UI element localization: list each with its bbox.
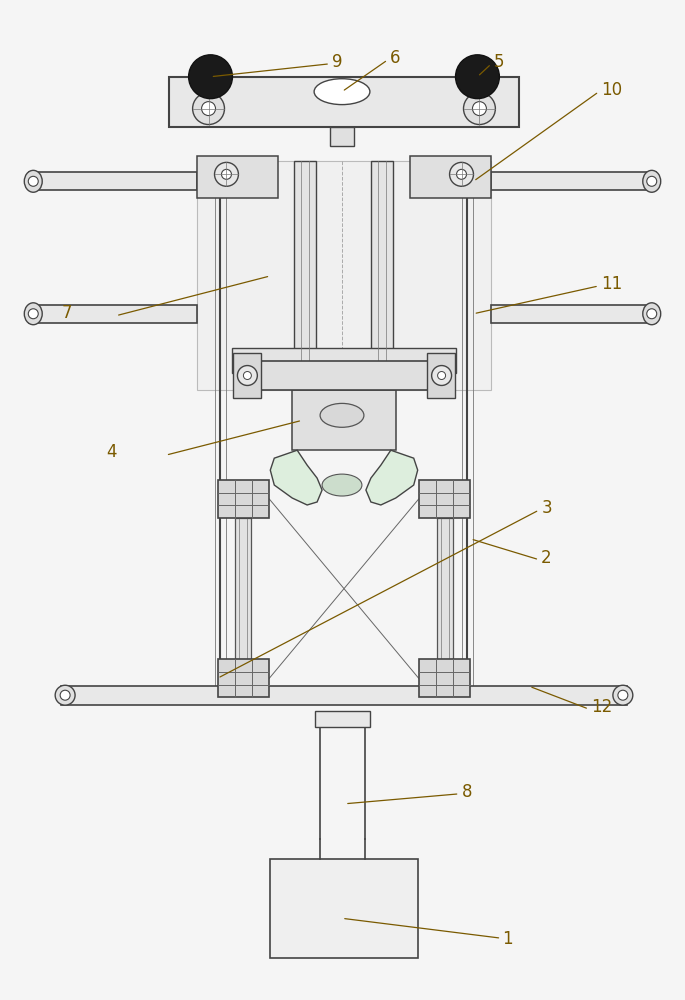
Bar: [197, 161, 491, 390]
Bar: [410, 156, 491, 198]
Circle shape: [618, 690, 628, 700]
Bar: [292, 390, 396, 450]
Bar: [169, 77, 519, 127]
Text: 1: 1: [502, 930, 513, 948]
Ellipse shape: [55, 685, 75, 705]
Bar: [236, 518, 251, 659]
Bar: [419, 480, 471, 518]
Circle shape: [201, 102, 216, 116]
Circle shape: [28, 309, 38, 319]
Circle shape: [221, 169, 232, 179]
Bar: [427, 353, 455, 398]
Ellipse shape: [314, 79, 370, 105]
Ellipse shape: [322, 474, 362, 496]
Circle shape: [243, 372, 251, 379]
Ellipse shape: [643, 303, 661, 325]
Ellipse shape: [643, 170, 661, 192]
Circle shape: [647, 309, 657, 319]
Text: 2: 2: [541, 549, 552, 567]
Bar: [197, 156, 278, 198]
Circle shape: [456, 55, 499, 99]
Bar: [436, 518, 453, 659]
Bar: [491, 305, 656, 323]
Bar: [330, 127, 354, 146]
Text: 9: 9: [332, 53, 342, 71]
Bar: [315, 711, 370, 727]
Bar: [419, 659, 471, 697]
Circle shape: [188, 55, 232, 99]
Circle shape: [647, 176, 657, 186]
Text: 10: 10: [601, 81, 622, 99]
Ellipse shape: [24, 303, 42, 325]
Bar: [29, 172, 197, 190]
Bar: [294, 161, 316, 390]
Circle shape: [456, 169, 466, 179]
Circle shape: [473, 102, 486, 116]
Circle shape: [214, 162, 238, 186]
Polygon shape: [271, 450, 322, 505]
Bar: [491, 172, 656, 190]
Text: 8: 8: [462, 783, 472, 801]
Bar: [249, 361, 440, 390]
Ellipse shape: [613, 685, 633, 705]
Bar: [29, 305, 197, 323]
Circle shape: [464, 93, 495, 125]
Circle shape: [432, 366, 451, 385]
Circle shape: [28, 176, 38, 186]
Text: 6: 6: [390, 49, 400, 67]
Circle shape: [238, 366, 258, 385]
Circle shape: [438, 372, 445, 379]
Ellipse shape: [320, 403, 364, 427]
Bar: [234, 353, 262, 398]
Text: 3: 3: [541, 499, 552, 517]
Ellipse shape: [24, 170, 42, 192]
Circle shape: [449, 162, 473, 186]
Text: 4: 4: [106, 443, 116, 461]
Bar: [232, 348, 456, 373]
Text: 5: 5: [493, 53, 504, 71]
Bar: [271, 859, 418, 958]
Circle shape: [60, 690, 70, 700]
Polygon shape: [366, 450, 418, 505]
Bar: [61, 686, 627, 705]
Text: 11: 11: [601, 275, 622, 293]
Bar: [371, 161, 393, 390]
Bar: [218, 480, 269, 518]
Bar: [218, 659, 269, 697]
Text: 12: 12: [591, 698, 612, 716]
Text: 7: 7: [61, 304, 72, 322]
Circle shape: [192, 93, 225, 125]
